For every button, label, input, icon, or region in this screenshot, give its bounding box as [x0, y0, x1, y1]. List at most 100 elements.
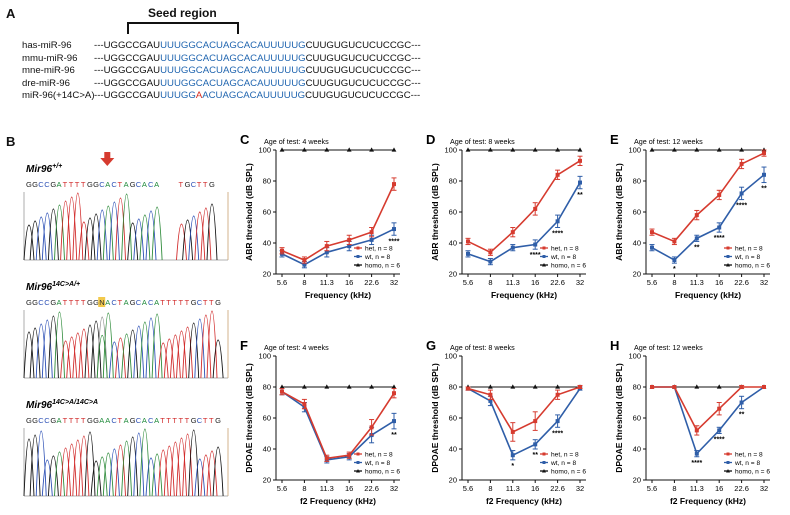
data-point-het: [510, 429, 515, 434]
data-point-wt: [324, 250, 329, 255]
data-point-wt: [717, 225, 722, 230]
base-call: C: [136, 298, 142, 307]
trace-peak: [41, 459, 53, 497]
trace-peak: [23, 224, 35, 261]
legend-label-homo: homo, n = 6: [551, 262, 586, 269]
x-axis-label: f2 Frequency (kHz): [670, 496, 746, 506]
seq-right: CUUGUGUCUCUCCGC---: [305, 52, 421, 64]
trace-peak: [212, 339, 224, 379]
base-call: T: [63, 180, 68, 189]
base-call: T: [63, 416, 68, 425]
data-point-homo: [488, 147, 493, 152]
data-point-wt: [488, 398, 493, 403]
y-tick-label: 100: [628, 146, 641, 155]
trace-peak: [133, 218, 145, 261]
trace-peak: [188, 322, 200, 379]
data-point-wt: [392, 419, 396, 424]
data-point-het: [369, 230, 374, 235]
trace-peak: [206, 310, 218, 379]
trace-peak: [200, 454, 212, 497]
significance-marker: ****: [714, 437, 725, 444]
legend-marker: [356, 461, 360, 464]
data-point-homo: [716, 147, 722, 152]
base-call: N: [99, 298, 104, 307]
trace-peak: [23, 438, 35, 497]
x-tick-label: 16: [345, 278, 353, 287]
series-line-het: [281, 183, 395, 261]
data-point-het: [324, 456, 329, 461]
data-point-het: [302, 258, 307, 263]
x-tick-label: 11.3: [690, 484, 704, 493]
data-point-het: [694, 428, 699, 433]
base-call: T: [203, 298, 208, 307]
base-call: G: [87, 298, 93, 307]
x-tick-label: 16: [531, 484, 539, 493]
data-point-het: [280, 389, 284, 394]
data-point-het: [578, 385, 582, 389]
data-point-het: [650, 230, 654, 235]
legend-marker: [726, 255, 730, 258]
data-point-homo: [279, 384, 285, 389]
legend-marker: [542, 469, 546, 473]
trace-peak: [96, 316, 108, 379]
x-tick-label: 5.6: [647, 484, 657, 493]
x-tick-label: 8: [672, 484, 676, 493]
x-tick-label: 32: [390, 484, 398, 493]
data-point-homo: [577, 147, 583, 152]
panel-label-a: A: [6, 6, 16, 21]
x-tick-label: 8: [488, 484, 492, 493]
panel-label: D: [426, 132, 435, 147]
legend-marker: [356, 452, 360, 456]
legend-label-wt: wt, n = 8: [364, 460, 390, 467]
trace-peak: [108, 341, 120, 379]
trace-peak: [78, 328, 90, 379]
seq-left: ---UGGCCGAU: [94, 77, 161, 89]
base-call: T: [160, 298, 165, 307]
base-call: T: [63, 298, 68, 307]
trace-peak: [133, 325, 145, 379]
significance-marker: ****: [714, 235, 725, 242]
trace-peak: [102, 205, 114, 261]
legend-label-wt: wt, n = 8: [734, 460, 760, 467]
y-tick-label: 60: [449, 208, 457, 217]
data-point-wt: [555, 419, 560, 424]
base-call: T: [166, 416, 171, 425]
data-point-het: [694, 213, 699, 218]
y-tick-label: 40: [263, 239, 271, 248]
trace-peak: [54, 311, 65, 379]
trace-peak: [182, 326, 194, 379]
legend-marker: [726, 469, 730, 473]
data-point-wt: [650, 245, 654, 250]
base-call: G: [50, 416, 56, 425]
seq-left: ---UGGCCGAU: [94, 90, 161, 101]
data-point-het: [739, 385, 744, 389]
base-call: C: [44, 298, 50, 307]
base-call: T: [69, 416, 74, 425]
significance-marker: ****: [389, 238, 400, 245]
x-axis-label: f2 Frequency (kHz): [486, 496, 562, 506]
trace-peak: [90, 320, 102, 379]
base-call: T: [118, 180, 123, 189]
data-point-homo: [739, 147, 744, 152]
base-call: C: [148, 298, 154, 307]
trace-peak: [41, 319, 53, 379]
x-tick-label: 11.3: [320, 484, 334, 493]
base-call: A: [154, 298, 159, 307]
y-tick-label: 80: [263, 383, 271, 392]
data-point-wt: [672, 258, 677, 263]
x-axis-label: Frequency (kHz): [491, 290, 557, 300]
mutation-site-arrow-icon: [100, 152, 115, 166]
trace-peak: [176, 330, 187, 379]
data-point-wt: [555, 219, 560, 224]
legend-marker: [356, 469, 360, 473]
base-call: T: [69, 298, 74, 307]
x-tick-label: 22.6: [550, 278, 565, 287]
series-line-wt: [651, 174, 765, 262]
legend-label-homo: homo, n = 6: [735, 468, 770, 475]
y-tick-label: 60: [633, 414, 641, 423]
base-call: A: [124, 298, 129, 307]
data-point-wt: [510, 453, 515, 458]
data-point-het: [488, 250, 493, 255]
panel-label: E: [610, 132, 619, 147]
trace-peak: [127, 436, 139, 497]
